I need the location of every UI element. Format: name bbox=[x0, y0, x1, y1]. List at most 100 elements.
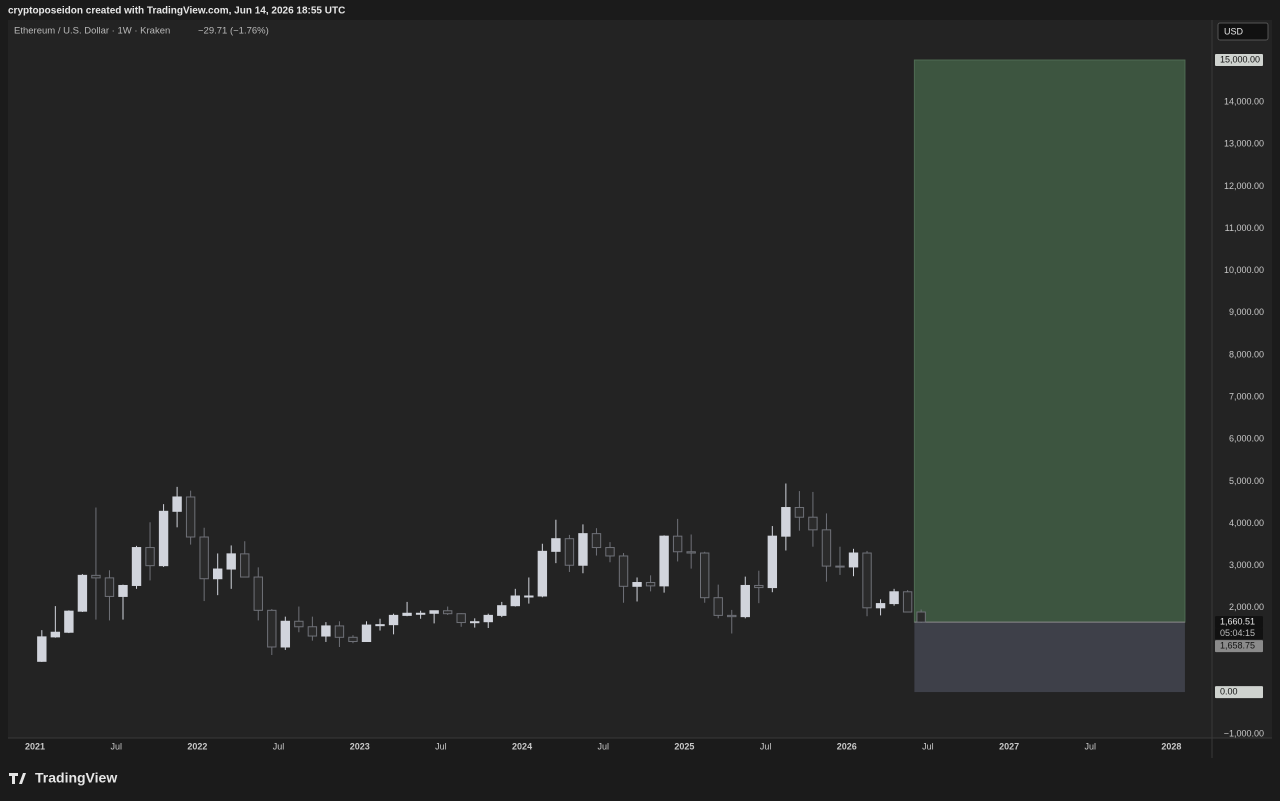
candle-body bbox=[253, 576, 263, 611]
candle-body bbox=[889, 591, 899, 605]
candle-body bbox=[185, 496, 196, 538]
candle bbox=[253, 567, 263, 621]
candle-body bbox=[605, 547, 615, 557]
candle-body bbox=[551, 538, 561, 552]
candle bbox=[727, 609, 737, 634]
candle-body bbox=[321, 625, 331, 637]
x-tick-label: 2021 bbox=[25, 741, 45, 751]
candle-body bbox=[713, 597, 723, 616]
y-tick-label: 5,000.00 bbox=[1229, 476, 1264, 486]
candle-body bbox=[267, 609, 277, 648]
candle-body bbox=[591, 533, 602, 549]
candle bbox=[902, 590, 913, 613]
candle bbox=[267, 609, 277, 655]
candle bbox=[605, 542, 615, 563]
candle-body bbox=[483, 614, 493, 623]
x-tick-label: Jul bbox=[922, 741, 934, 751]
candle bbox=[307, 616, 318, 641]
currency-button[interactable] bbox=[1217, 22, 1269, 41]
x-tick-label: Jul bbox=[435, 741, 447, 751]
candle-body bbox=[524, 595, 534, 598]
candle bbox=[713, 584, 723, 619]
candle-body bbox=[470, 621, 480, 624]
candle bbox=[402, 601, 412, 617]
candle bbox=[361, 621, 372, 643]
candle bbox=[294, 606, 304, 633]
candle bbox=[388, 613, 399, 635]
price-label-box bbox=[1215, 616, 1263, 629]
candle bbox=[77, 574, 88, 613]
countdown: 05:04:15 bbox=[1220, 628, 1255, 638]
candle bbox=[875, 599, 886, 616]
y-tick-label: 14,000.00 bbox=[1224, 97, 1264, 107]
candle bbox=[524, 577, 534, 604]
candle-body bbox=[402, 612, 412, 616]
candle bbox=[91, 507, 101, 620]
price-label: 15,000.00 bbox=[1220, 54, 1260, 64]
price-label: 1,658.75 bbox=[1220, 641, 1255, 651]
candle bbox=[145, 522, 155, 581]
candle bbox=[185, 490, 196, 545]
candle bbox=[659, 535, 669, 593]
candle-body bbox=[280, 620, 291, 648]
candle bbox=[686, 534, 696, 569]
candle-body bbox=[77, 574, 88, 612]
candle bbox=[456, 613, 466, 627]
candle bbox=[497, 601, 507, 618]
candle-body bbox=[104, 577, 115, 597]
candle-body bbox=[415, 612, 426, 615]
price-label-box bbox=[1215, 686, 1263, 699]
price-label-box bbox=[1215, 640, 1263, 653]
candle bbox=[551, 519, 561, 564]
candle bbox=[754, 570, 764, 604]
candle bbox=[321, 622, 331, 642]
candle-body bbox=[821, 529, 832, 567]
candle-body bbox=[37, 636, 47, 662]
countdown-box bbox=[1215, 628, 1263, 640]
candle-body bbox=[361, 624, 372, 643]
candle bbox=[280, 616, 291, 650]
x-tick-label: 2027 bbox=[999, 741, 1019, 751]
candle-body bbox=[375, 624, 385, 627]
candle-body bbox=[212, 568, 223, 580]
candle-body bbox=[64, 610, 74, 633]
candle bbox=[578, 524, 588, 574]
candle-body bbox=[334, 625, 345, 638]
y-tick-label: 2,000.00 bbox=[1229, 602, 1264, 612]
candle-body bbox=[294, 620, 304, 628]
candle bbox=[618, 553, 629, 603]
candle bbox=[848, 548, 859, 577]
price-label: 1,660.51 bbox=[1220, 616, 1255, 626]
candle-body bbox=[307, 626, 318, 637]
candle-body bbox=[848, 552, 859, 568]
candle bbox=[415, 610, 426, 619]
y-tick-label: 8,000.00 bbox=[1229, 349, 1264, 359]
candle-body bbox=[902, 591, 913, 613]
brand-name: TradingView bbox=[35, 770, 117, 786]
candle-body bbox=[700, 552, 710, 599]
candle bbox=[835, 546, 845, 575]
candle bbox=[375, 618, 385, 631]
candle bbox=[781, 483, 791, 551]
candle-body bbox=[429, 610, 439, 614]
candle-body bbox=[727, 614, 737, 618]
y-tick-label: 9,000.00 bbox=[1229, 307, 1264, 317]
candle-body bbox=[388, 614, 399, 626]
candle bbox=[672, 518, 683, 562]
currency-label[interactable]: USD bbox=[1224, 26, 1244, 36]
y-tick-label: 11,000.00 bbox=[1225, 223, 1264, 233]
candle-body bbox=[497, 605, 507, 616]
candle bbox=[131, 545, 142, 589]
candle-body bbox=[145, 547, 155, 567]
candle bbox=[64, 610, 74, 634]
x-tick-label: 2025 bbox=[674, 741, 694, 751]
x-tick-label: 2024 bbox=[512, 741, 532, 751]
y-tick-label: 6,000.00 bbox=[1229, 434, 1264, 444]
candle-body bbox=[118, 584, 128, 597]
y-tick-label: 4,000.00 bbox=[1229, 518, 1264, 528]
candle-body bbox=[578, 533, 588, 566]
candle bbox=[334, 621, 345, 647]
y-tick-label: −1,000.00 bbox=[1224, 729, 1264, 739]
candle-body bbox=[172, 496, 182, 512]
y-tick-label: 7,000.00 bbox=[1229, 391, 1264, 401]
